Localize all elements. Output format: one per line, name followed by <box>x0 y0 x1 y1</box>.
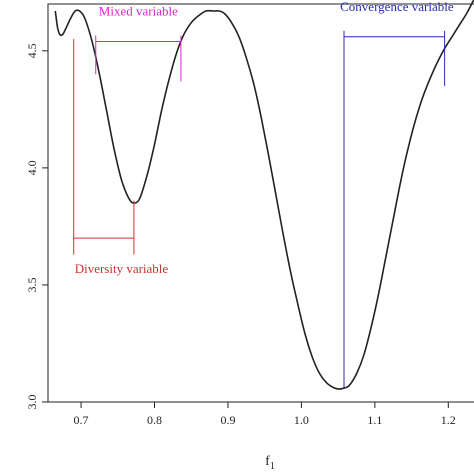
annotations: Mixed variable Convergence variable Divers… <box>73 0 454 390</box>
x-tick-label: 1.2 <box>441 413 456 427</box>
x-tick-label: 1.0 <box>294 413 309 427</box>
annotation-label: Convergence variable <box>340 0 454 14</box>
x-tick-label: 0.8 <box>147 413 162 427</box>
plot-frame <box>47 3 474 403</box>
annotation-label: Mixed variable <box>99 4 178 19</box>
y-tick-label: 4.0 <box>25 160 39 175</box>
x-tick-label: 0.7 <box>74 413 89 427</box>
y-tick-label: 4.5 <box>25 43 39 58</box>
x-axis-title: f1 <box>265 454 275 472</box>
series-line <box>54 0 474 390</box>
x-axis-title-main: f <box>265 454 270 469</box>
y-tick-label: 3.0 <box>25 395 39 410</box>
curve-series <box>54 0 474 390</box>
x-tick-label: 0.9 <box>220 413 235 427</box>
x-axis-title-subscript: 1 <box>270 461 275 472</box>
axes: 3.0 3.5 4.0 4.5 0.7 0.8 0.9 1.0 1.1 1.2 <box>25 3 474 427</box>
y-tick-label: 3.5 <box>25 277 39 292</box>
annotation-label: Diversity variable <box>75 261 169 276</box>
x-tick-label: 1.1 <box>367 413 382 427</box>
